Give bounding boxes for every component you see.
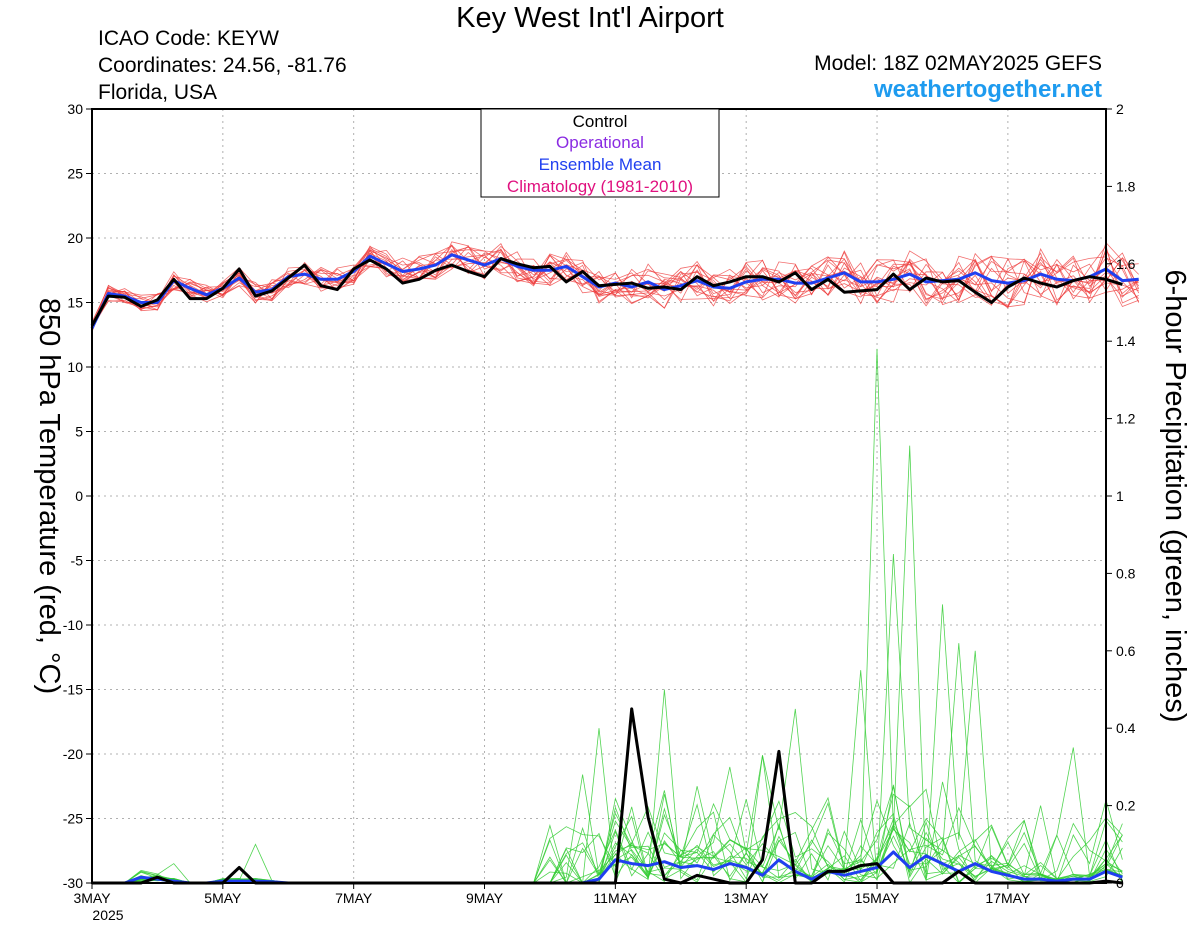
model-run: Model: 18Z 02MAY2025 GEFS — [814, 52, 1102, 75]
member-temperature-line — [91, 245, 1140, 324]
page-title: Key West Int'l Airport — [456, 2, 724, 34]
left-axis-tick-label: 30 — [67, 101, 83, 117]
right-axis: 2 1.8 1.6 1.4 1.2 1 0.8 0.6 0.4 0.2 0 — [1106, 101, 1136, 891]
left-axis-tick-label: 5 — [75, 424, 83, 440]
legend-control: Control — [573, 112, 628, 131]
left-axis-tick-label: -20 — [63, 746, 83, 762]
left-axis-tick-label: 25 — [67, 166, 83, 182]
gridlines — [92, 109, 1106, 883]
left-axis: 30 25 20 15 10 5 0 -5 -10 -15 -20 -25 -30 — [63, 101, 92, 891]
x-axis-tick-label: 7MAY — [335, 890, 373, 906]
icao-code: ICAO Code: KEYW — [98, 27, 279, 50]
x-axis-tick-label: 3MAY — [73, 890, 111, 906]
x-axis-year-label: 2025 — [92, 907, 123, 923]
left-axis-tick-label: -15 — [63, 682, 83, 698]
member-precipitation-line — [92, 553, 1123, 884]
x-axis: 3MAY 5MAY 7MAY 9MAY 11MAY 13MAY 15MAY 17MAY 2025 — [73, 883, 1031, 923]
right-axis-title: 6-hour Precipitation (green, inches) — [1159, 270, 1191, 723]
control-temperature-line — [90, 257, 1123, 327]
left-axis-tick-label: -10 — [63, 617, 83, 633]
left-axis-tick-label: 20 — [67, 230, 83, 246]
right-axis-tick-label: 0.4 — [1116, 720, 1136, 736]
x-axis-tick-label: 13MAY — [724, 890, 770, 906]
left-axis-tick-label: 10 — [67, 359, 83, 375]
member-temperature-line — [91, 249, 1139, 329]
legend-climatology: Climatology (1981-2010) — [507, 177, 693, 196]
x-axis-tick-label: 5MAY — [204, 890, 242, 906]
right-axis-tick-label: 1.8 — [1116, 178, 1136, 194]
left-axis-tick-label: 15 — [67, 295, 83, 311]
right-axis-tick-label: 0.6 — [1116, 643, 1136, 659]
right-axis-tick-label: 0.2 — [1116, 798, 1136, 814]
x-axis-tick-label: 9MAY — [466, 890, 504, 906]
legend-box — [480, 108, 720, 198]
right-axis-tick-label: 1.6 — [1116, 256, 1136, 272]
left-axis-tick-label: -5 — [71, 553, 84, 569]
x-axis-tick-label: 15MAY — [855, 890, 901, 906]
legend: Control Operational Ensemble Mean Climat… — [480, 108, 720, 198]
member-temperature-line — [91, 248, 1139, 328]
right-axis-tick-label: 1.4 — [1116, 333, 1136, 349]
x-axis-tick-label: 17MAY — [985, 890, 1031, 906]
left-axis-tick-label: 0 — [75, 488, 83, 504]
right-axis-tick-label: 0 — [1116, 875, 1124, 891]
coordinates: Coordinates: 24.56, -81.76 — [98, 54, 347, 77]
right-axis-tick-label: 1 — [1116, 488, 1124, 504]
region: Florida, USA — [98, 81, 218, 104]
site-link[interactable]: weathertogether.net — [873, 76, 1102, 103]
left-axis-tick-label: -30 — [63, 875, 83, 891]
right-axis-tick-label: 0.8 — [1116, 565, 1136, 581]
right-axis-tick-label: 1.2 — [1116, 411, 1136, 427]
member-temperature-line — [91, 249, 1140, 329]
mean-precipitation-line — [92, 850, 1123, 885]
right-axis-tick-label: 2 — [1116, 101, 1124, 117]
left-axis-tick-label: -25 — [63, 811, 83, 827]
legend-ensemble-mean: Ensemble Mean — [539, 155, 662, 174]
left-axis-title: 850 hPa Temperature (red, °C) — [33, 298, 65, 694]
x-axis-tick-label: 11MAY — [593, 890, 637, 906]
legend-operational: Operational — [556, 133, 644, 152]
